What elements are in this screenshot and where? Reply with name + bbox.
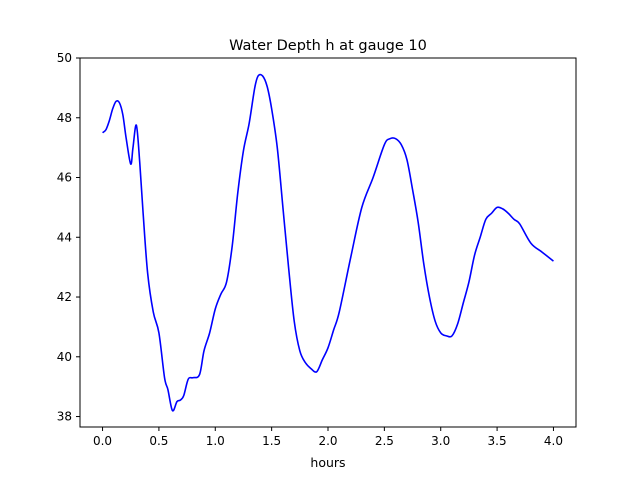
x-tick-label: 0.5 xyxy=(149,434,168,448)
x-tick-label: 2.0 xyxy=(318,434,337,448)
y-tick-label: 42 xyxy=(57,290,72,304)
y-tick-label: 44 xyxy=(57,230,72,244)
x-axis-label: hours xyxy=(310,455,345,470)
series-line-water-depth xyxy=(102,73,554,412)
chart-title: Water Depth h at gauge 10 xyxy=(229,38,427,54)
y-tick-label: 50 xyxy=(57,51,72,65)
x-tick-label: 1.5 xyxy=(262,434,281,448)
y-axis-ticks: 38 40 42 44 46 48 50 xyxy=(57,51,80,424)
y-tick-label: 46 xyxy=(57,171,72,185)
x-tick-label: 3.0 xyxy=(431,434,450,448)
x-tick-label: 3.5 xyxy=(488,434,507,448)
y-tick-label: 48 xyxy=(57,111,72,125)
y-tick-label: 40 xyxy=(57,350,72,364)
x-tick-label: 4.0 xyxy=(544,434,563,448)
x-tick-label: 1.0 xyxy=(206,434,225,448)
plot-area xyxy=(80,58,576,427)
y-tick-label: 38 xyxy=(57,410,72,424)
x-tick-label: 0.0 xyxy=(93,434,112,448)
x-tick-label: 2.5 xyxy=(375,434,394,448)
plot-frame xyxy=(79,57,577,428)
x-axis-ticks: 0.0 0.5 1.0 1.5 2.0 2.5 3.0 3.5 4.0 xyxy=(93,427,563,448)
